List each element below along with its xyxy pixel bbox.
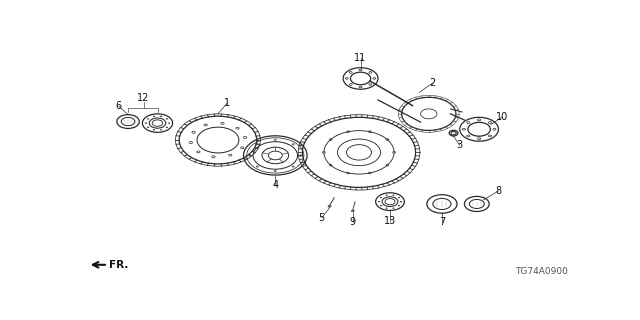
Text: 11: 11 (355, 53, 367, 63)
Text: 6: 6 (116, 101, 122, 111)
Text: 4: 4 (272, 180, 278, 190)
Text: 13: 13 (384, 216, 396, 226)
Text: 5: 5 (319, 213, 325, 223)
Text: TG74A0900: TG74A0900 (515, 267, 568, 276)
Ellipse shape (328, 205, 331, 207)
Text: FR.: FR. (109, 260, 129, 270)
Text: 3: 3 (457, 140, 463, 150)
Text: 10: 10 (496, 112, 509, 122)
Ellipse shape (351, 210, 355, 212)
Text: 2: 2 (429, 78, 436, 88)
Text: 8: 8 (495, 186, 502, 196)
Text: 9: 9 (349, 217, 356, 227)
Text: 7: 7 (439, 217, 445, 227)
Text: 1: 1 (224, 98, 230, 108)
Text: 12: 12 (138, 93, 150, 103)
